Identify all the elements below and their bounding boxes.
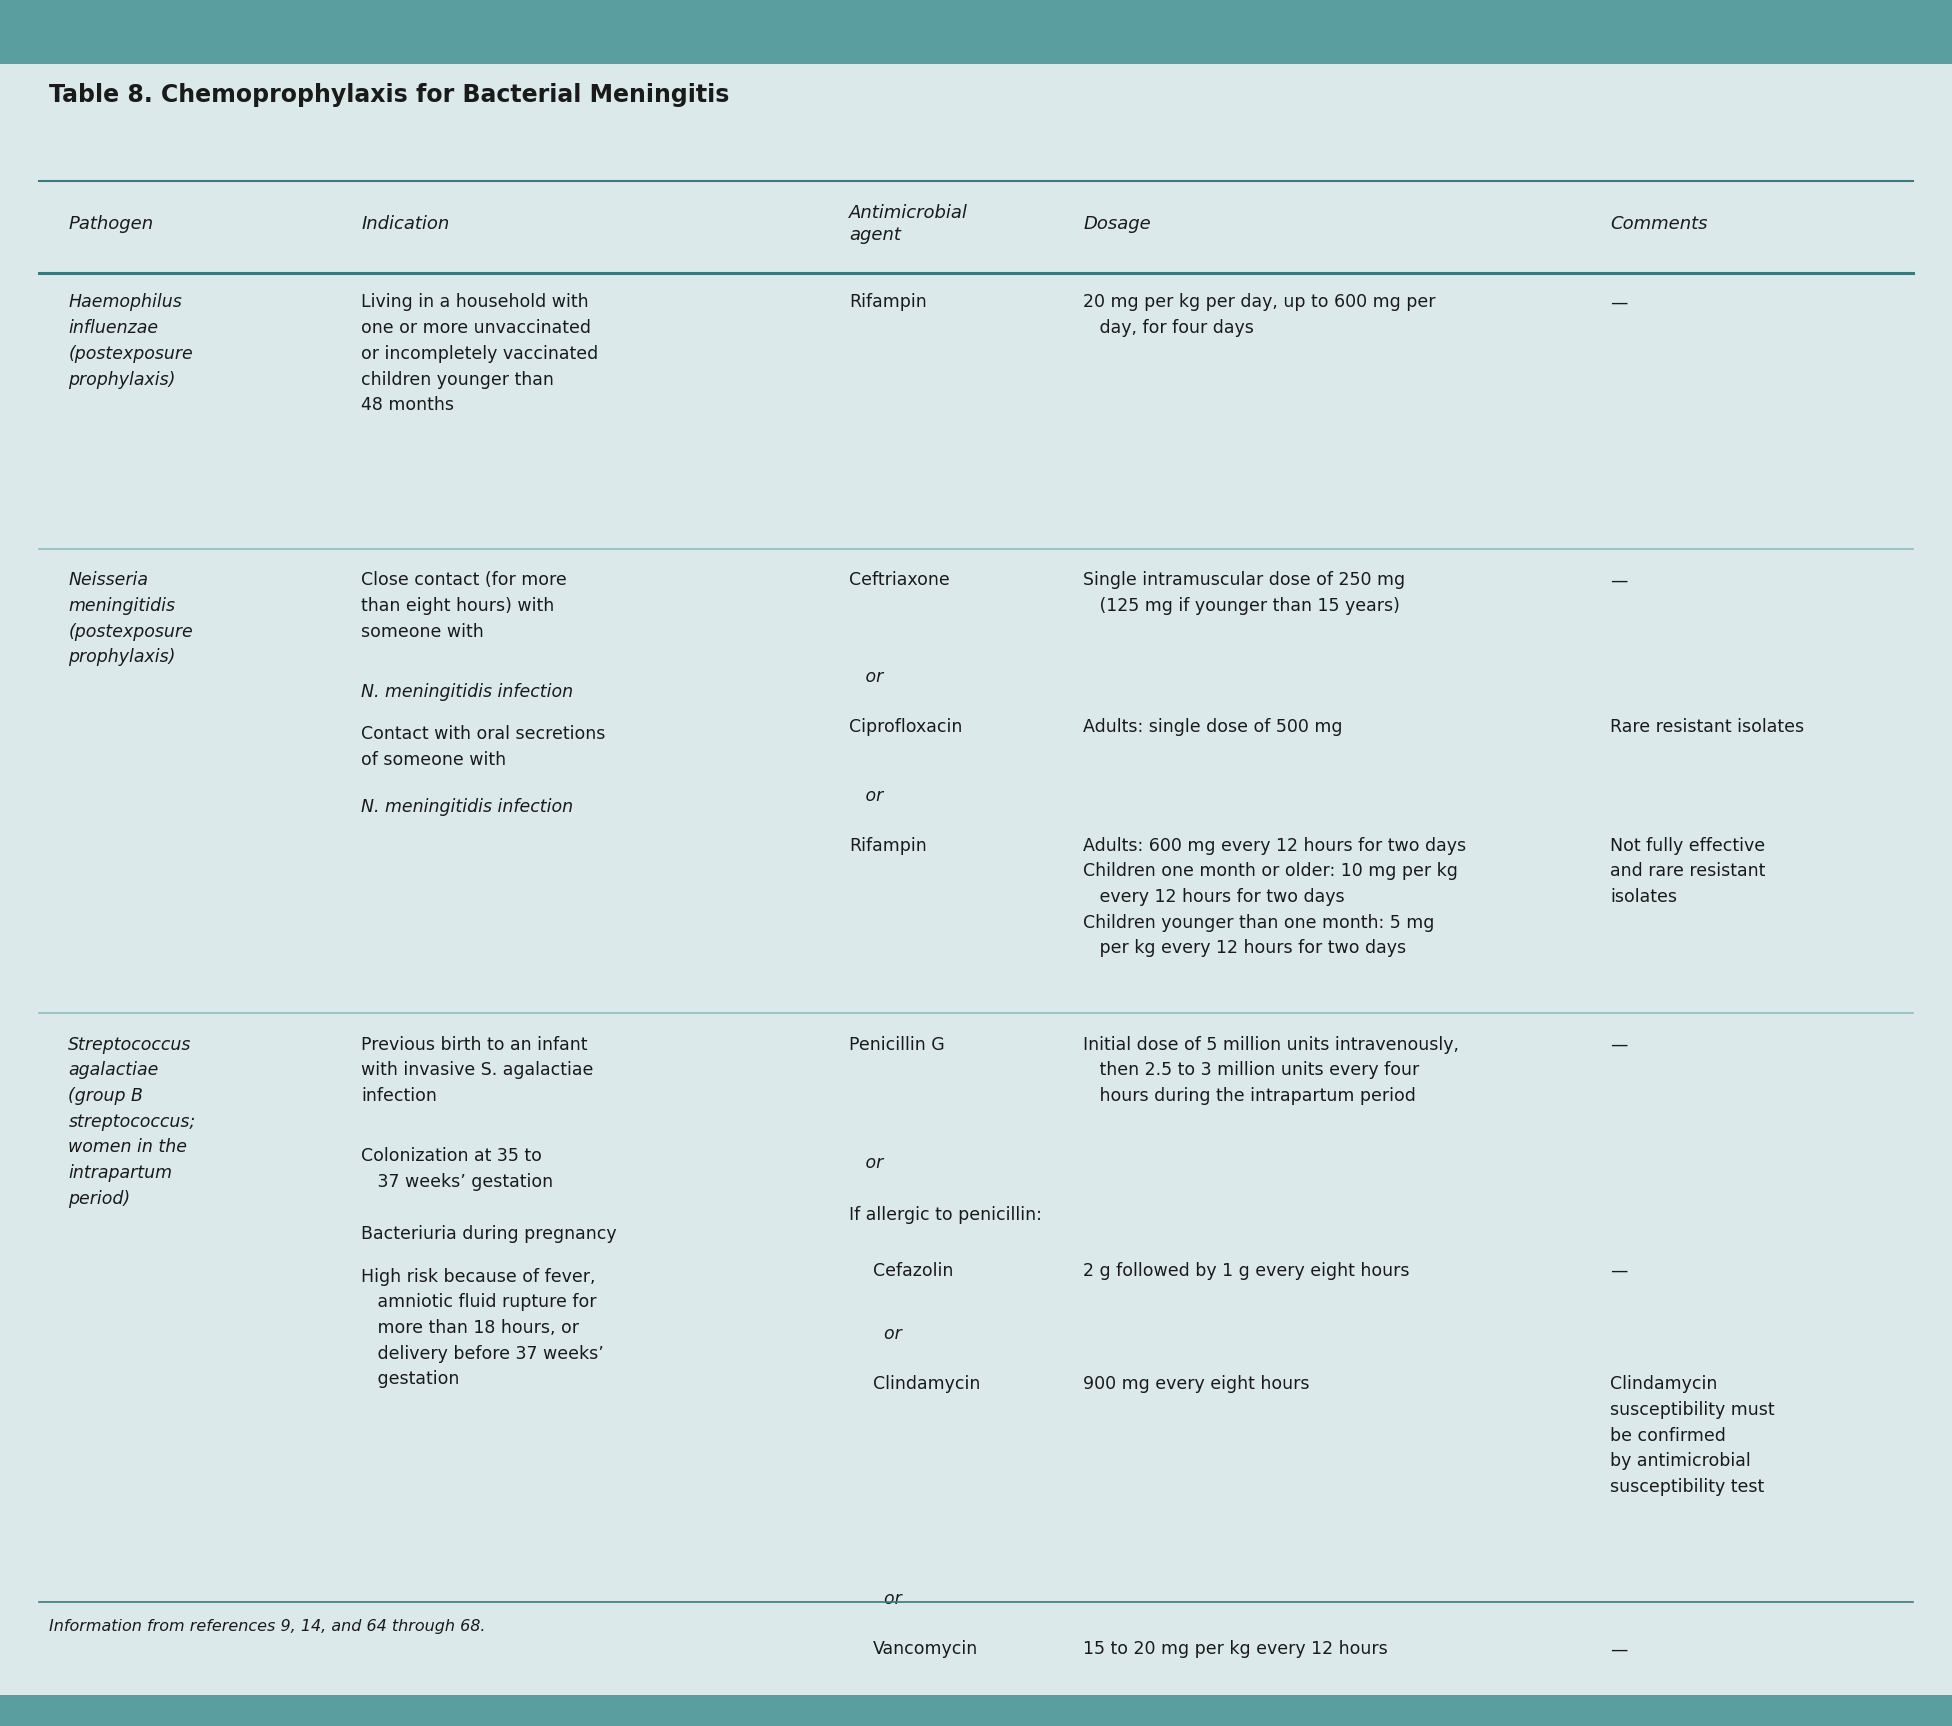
Text: or: or [873, 1326, 902, 1343]
Text: —: — [1610, 1640, 1628, 1659]
Text: Initial dose of 5 million units intravenously,
   then 2.5 to 3 million units ev: Initial dose of 5 million units intraven… [1083, 1036, 1460, 1105]
Text: —: — [1610, 293, 1628, 311]
Text: Rare resistant isolates: Rare resistant isolates [1610, 718, 1804, 735]
Text: Colonization at 35 to
   37 weeks’ gestation: Colonization at 35 to 37 weeks’ gestatio… [361, 1148, 552, 1191]
Text: or: or [849, 787, 884, 804]
Text: Table 8. Chemoprophylaxis for Bacterial Meningitis: Table 8. Chemoprophylaxis for Bacterial … [49, 83, 730, 107]
Text: If allergic to penicillin:: If allergic to penicillin: [849, 1206, 1042, 1224]
Text: 20 mg per kg per day, up to 600 mg per
   day, for four days: 20 mg per kg per day, up to 600 mg per d… [1083, 293, 1437, 337]
FancyBboxPatch shape [0, 0, 1952, 64]
Text: Adults: single dose of 500 mg: Adults: single dose of 500 mg [1083, 718, 1343, 735]
Text: Ceftriaxone: Ceftriaxone [849, 571, 951, 589]
Text: N. meningitidis infection: N. meningitidis infection [361, 682, 574, 701]
Text: Clindamycin: Clindamycin [873, 1376, 980, 1393]
FancyBboxPatch shape [0, 1695, 1952, 1726]
Text: 900 mg every eight hours: 900 mg every eight hours [1083, 1376, 1310, 1393]
Text: —: — [1610, 1262, 1628, 1281]
Text: Contact with oral secretions
of someone with: Contact with oral secretions of someone … [361, 725, 605, 770]
Text: Rifampin: Rifampin [849, 293, 927, 311]
Text: or: or [873, 1590, 902, 1609]
Text: Penicillin G: Penicillin G [849, 1036, 945, 1053]
Text: Ciprofloxacin: Ciprofloxacin [849, 718, 962, 735]
Text: —: — [1610, 1036, 1628, 1053]
Text: Information from references 9, 14, and 64 through 68.: Information from references 9, 14, and 6… [49, 1619, 486, 1635]
Text: Clindamycin
susceptibility must
be confirmed
by antimicrobial
susceptibility tes: Clindamycin susceptibility must be confi… [1610, 1376, 1774, 1496]
Text: Rifampin: Rifampin [849, 837, 927, 854]
Text: Not fully effective
and rare resistant
isolates: Not fully effective and rare resistant i… [1610, 837, 1767, 906]
Text: or: or [849, 1155, 884, 1172]
Text: or: or [849, 668, 884, 685]
Text: Vancomycin: Vancomycin [873, 1640, 978, 1659]
Text: N. meningitidis infection: N. meningitidis infection [361, 797, 574, 816]
Text: Indication: Indication [361, 216, 449, 233]
Text: Living in a household with
one or more unvaccinated
or incompletely vaccinated
c: Living in a household with one or more u… [361, 293, 599, 414]
Text: Close contact (for more
than eight hours) with
someone with: Close contact (for more than eight hours… [361, 571, 566, 640]
Text: 2 g followed by 1 g every eight hours: 2 g followed by 1 g every eight hours [1083, 1262, 1409, 1281]
Text: Dosage: Dosage [1083, 216, 1152, 233]
Text: Comments: Comments [1610, 216, 1708, 233]
Text: Cefazolin: Cefazolin [873, 1262, 953, 1281]
Text: High risk because of fever,
   amniotic fluid rupture for
   more than 18 hours,: High risk because of fever, amniotic flu… [361, 1267, 603, 1388]
Text: Antimicrobial
agent: Antimicrobial agent [849, 204, 968, 245]
Text: Pathogen: Pathogen [68, 216, 154, 233]
Text: —: — [1610, 571, 1628, 589]
Text: Streptococcus
agalactiae
(group B
streptococcus;
women in the
intrapartum
period: Streptococcus agalactiae (group B strept… [68, 1036, 195, 1208]
Text: 15 to 20 mg per kg every 12 hours: 15 to 20 mg per kg every 12 hours [1083, 1640, 1388, 1659]
Text: Adults: 600 mg every 12 hours for two days
Children one month or older: 10 mg pe: Adults: 600 mg every 12 hours for two da… [1083, 837, 1466, 958]
Text: Single intramuscular dose of 250 mg
   (125 mg if younger than 15 years): Single intramuscular dose of 250 mg (125… [1083, 571, 1405, 614]
Text: Bacteriuria during pregnancy: Bacteriuria during pregnancy [361, 1225, 617, 1243]
Text: Neisseria
meningitidis
(postexposure
prophylaxis): Neisseria meningitidis (postexposure pro… [68, 571, 193, 666]
Text: Haemophilus
influenzae
(postexposure
prophylaxis): Haemophilus influenzae (postexposure pro… [68, 293, 193, 388]
Text: Previous birth to an infant
with invasive S. agalactiae
infection: Previous birth to an infant with invasiv… [361, 1036, 593, 1105]
